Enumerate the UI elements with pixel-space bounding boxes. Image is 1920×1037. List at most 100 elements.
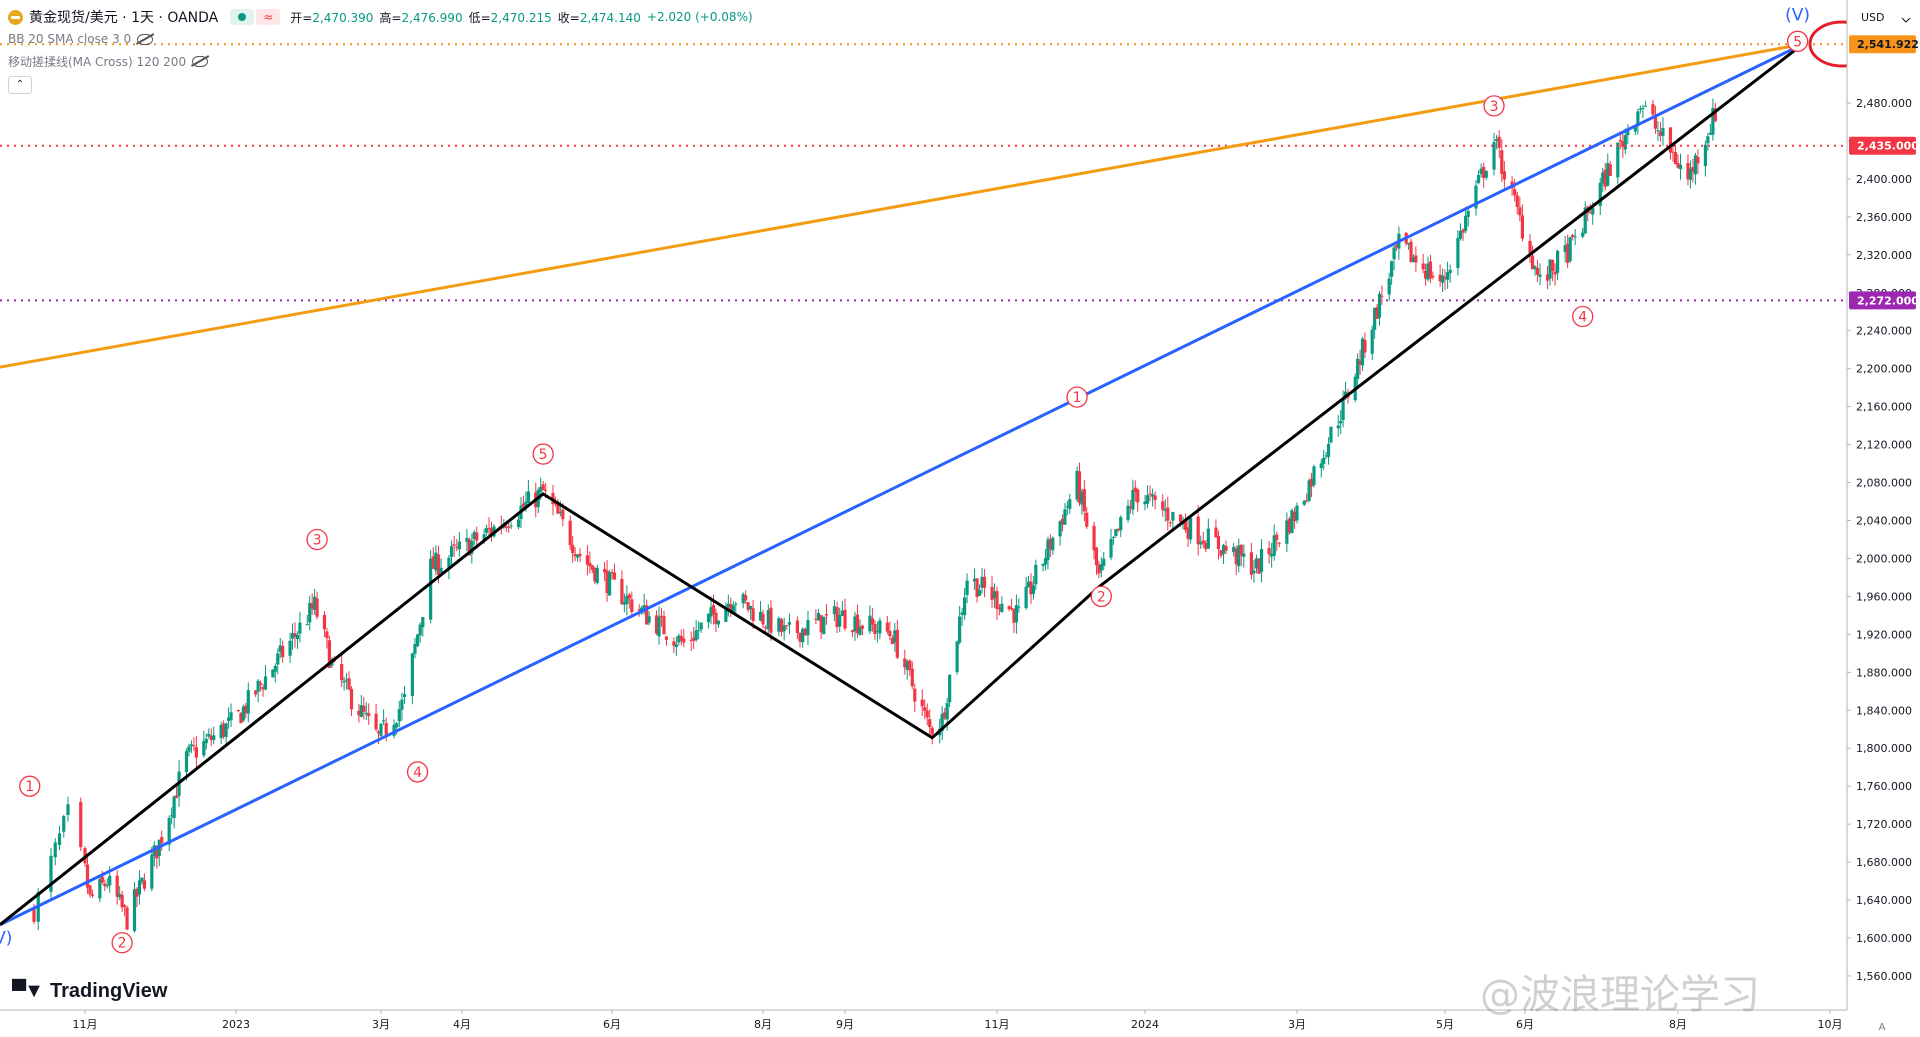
time-tick-label: 2023 xyxy=(222,1018,250,1031)
candle-body xyxy=(1713,108,1717,121)
candle-body xyxy=(244,705,248,714)
symbol-row[interactable]: 黄金现货/美元 · 1天 · OANDA ≈ 开=2,470.390 高=2,4… xyxy=(8,6,759,28)
candle-body xyxy=(504,526,508,528)
candle-body xyxy=(913,688,917,702)
candle-body xyxy=(706,613,711,623)
wave-indicator-icon[interactable]: ≈ xyxy=(256,9,281,25)
candle-body xyxy=(382,720,386,722)
candle-body xyxy=(472,532,476,539)
candle-body xyxy=(1466,210,1470,217)
price-tag-box xyxy=(1849,291,1916,310)
candle-body xyxy=(475,532,479,541)
collapse-legend-button[interactable]: ⌃ xyxy=(8,76,32,94)
candle-body xyxy=(595,567,599,583)
candle-body xyxy=(943,712,947,718)
candle-body xyxy=(431,556,435,569)
candle-body xyxy=(585,555,590,565)
auto-scale-icon[interactable]: A xyxy=(1879,1022,1886,1033)
candle-body xyxy=(308,602,312,623)
candle-body xyxy=(1151,494,1155,497)
candle-body xyxy=(930,727,934,735)
candle-body xyxy=(1482,166,1486,179)
candle-body xyxy=(1538,274,1542,277)
time-tick-label: 4月 xyxy=(453,1018,471,1031)
candle-body xyxy=(189,744,194,747)
candle-body xyxy=(1390,261,1394,277)
candle-body xyxy=(1651,104,1655,115)
indicator-bb-row[interactable]: BB 20 SMA close 3 0 xyxy=(8,28,759,50)
ohlc-close: 收=2,474.140 xyxy=(557,10,641,25)
candle-body xyxy=(1048,538,1052,550)
wave-label-text: 4 xyxy=(413,765,422,781)
candle-body xyxy=(313,596,317,610)
candle-body xyxy=(990,586,994,600)
candle-body xyxy=(1046,539,1050,561)
candle-body xyxy=(1443,277,1447,280)
tradingview-logo[interactable]: ▀▼ TradingView xyxy=(12,980,167,1003)
candle-body xyxy=(1440,275,1445,283)
candle-body xyxy=(875,630,879,632)
indicator-ma-label: 移动搓揉线(MA Cross) 120 200 xyxy=(8,54,187,69)
candle-body xyxy=(256,680,260,692)
symbol-title[interactable]: 黄金现货/美元 · 1天 · OANDA xyxy=(29,10,219,26)
candle-body xyxy=(1461,229,1465,233)
candle-body xyxy=(1502,171,1506,180)
candle-body xyxy=(803,628,807,636)
ohlc-open: 开=2,470.390 xyxy=(290,10,374,25)
candle-body xyxy=(1633,125,1637,132)
wave-circle xyxy=(1572,305,1594,328)
candle-body xyxy=(682,638,686,643)
price-tag-label: 2,435.000 xyxy=(1857,140,1919,153)
candle-body xyxy=(1324,455,1328,457)
time-tick-label: 11月 xyxy=(73,1018,98,1031)
candle-body xyxy=(1219,550,1223,556)
candle-body xyxy=(100,876,104,883)
candle-body xyxy=(1196,516,1200,545)
candle-body xyxy=(1421,263,1425,270)
hidden-eye-icon[interactable] xyxy=(137,33,154,45)
candle-body xyxy=(1528,241,1532,253)
candle-body xyxy=(1387,278,1391,295)
candle-body xyxy=(224,723,228,737)
candle-body xyxy=(664,636,669,640)
hidden-eye-icon[interactable] xyxy=(192,55,209,67)
market-open-icon[interactable] xyxy=(230,9,255,25)
candle-body xyxy=(1277,542,1281,544)
candle-body xyxy=(1201,540,1205,544)
candle-body xyxy=(873,623,877,635)
candle-body xyxy=(758,611,763,621)
candle-body xyxy=(276,653,280,665)
candle-body xyxy=(637,609,641,611)
legend: 黄金现货/美元 · 1天 · OANDA ≈ 开=2,470.390 高=2,4… xyxy=(8,6,759,94)
price-tick-label: 1,920.000 xyxy=(1856,628,1912,641)
price-axis-bg xyxy=(1847,0,1920,1037)
candle-body xyxy=(571,544,575,554)
candle-body xyxy=(692,637,696,641)
candle-body xyxy=(674,644,678,648)
price-tick-label: 2,080.000 xyxy=(1856,477,1912,490)
candle-body xyxy=(1563,245,1567,252)
candle-body xyxy=(1131,489,1135,510)
candle-body xyxy=(980,576,984,588)
candle-body xyxy=(645,605,649,625)
candle-body xyxy=(507,526,511,528)
indicator-ma-row[interactable]: 移动搓揉线(MA Cross) 120 200 xyxy=(8,50,759,72)
candle-body xyxy=(1031,585,1035,595)
candle-body xyxy=(415,634,420,647)
candle-body xyxy=(118,893,122,898)
candle-body xyxy=(347,678,351,690)
candle-body xyxy=(1474,185,1478,209)
time-tick-label: 3月 xyxy=(1288,1018,1306,1031)
candle-body xyxy=(1573,236,1577,238)
candle-body xyxy=(1012,608,1016,623)
wave-circle xyxy=(1090,585,1112,608)
candle-body xyxy=(1608,164,1612,176)
candle-body xyxy=(1183,521,1188,530)
candle-body xyxy=(187,746,191,752)
ohlc-low: 低=2,470.215 xyxy=(468,10,552,25)
price-tick-label: 1,560.000 xyxy=(1856,970,1912,983)
candle-body xyxy=(1623,135,1627,150)
candle-body xyxy=(731,605,735,613)
candle-body xyxy=(1145,495,1150,504)
